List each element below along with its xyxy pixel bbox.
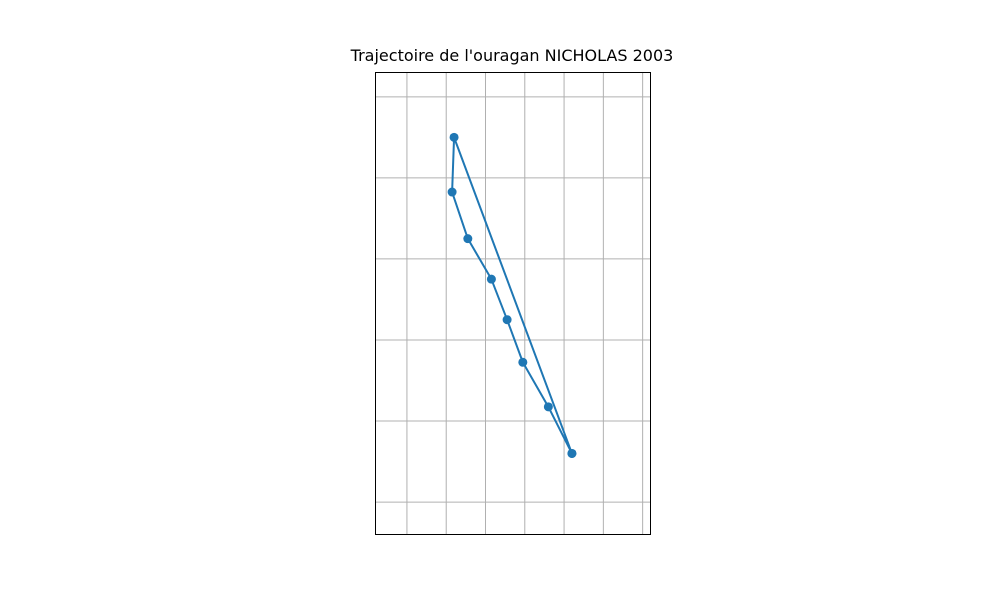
- axes-frame: [375, 72, 651, 535]
- track-point-7: [449, 132, 459, 142]
- track-line: [451, 136, 573, 454]
- track-point-2: [518, 357, 528, 367]
- track-point-4: [486, 274, 496, 284]
- track-point-6: [447, 187, 457, 197]
- track-point-8: [567, 448, 577, 458]
- track-point-3: [502, 315, 512, 325]
- grid-layer: [375, 72, 651, 535]
- chart-title: Trajectoire de l'ouragan NICHOLAS 2003: [350, 46, 674, 65]
- track-point-5: [463, 234, 473, 244]
- track-point-1: [543, 402, 553, 412]
- series-layer: [447, 132, 577, 458]
